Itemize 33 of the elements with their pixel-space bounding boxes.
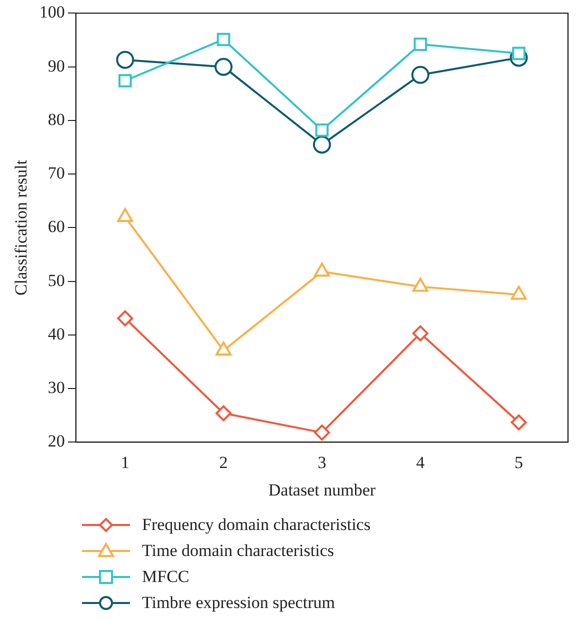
point xyxy=(411,66,430,84)
point xyxy=(216,405,232,422)
point xyxy=(414,38,428,51)
point xyxy=(510,414,527,430)
y-tick-label: 70 xyxy=(48,164,65,183)
point xyxy=(314,424,330,441)
y-tick-label: 100 xyxy=(39,2,65,22)
legend-label: MFCC xyxy=(142,567,190,587)
x-tick-label: 2 xyxy=(219,452,228,472)
point xyxy=(315,123,329,137)
y-tick-label: 90 xyxy=(48,56,65,76)
legend-label: Timbre expression spectrum xyxy=(142,593,335,613)
point xyxy=(118,74,132,88)
y-tick-label: 30 xyxy=(48,378,65,398)
point xyxy=(312,136,331,154)
point xyxy=(214,58,233,76)
x-tick-label: 1 xyxy=(120,452,130,472)
point xyxy=(216,32,230,46)
y-tick-label: 60 xyxy=(48,217,65,236)
x-axis-title: Dataset number xyxy=(268,480,376,500)
x-tick-label: 3 xyxy=(318,452,326,472)
legend-label: Time domain characteristics xyxy=(142,541,334,561)
point xyxy=(116,50,134,69)
legend-label: Frequency domain characteristics xyxy=(142,515,370,535)
y-tick-label: 40 xyxy=(48,324,65,344)
point xyxy=(117,310,134,326)
point xyxy=(412,325,428,342)
x-tick-label: 4 xyxy=(416,452,426,472)
y-tick-label: 50 xyxy=(48,270,65,290)
y-tick-label: 80 xyxy=(48,110,65,129)
x-tick-label: 5 xyxy=(514,452,524,472)
y-axis-title: Classification result xyxy=(12,160,31,296)
y-tick-label: 20 xyxy=(48,432,65,451)
